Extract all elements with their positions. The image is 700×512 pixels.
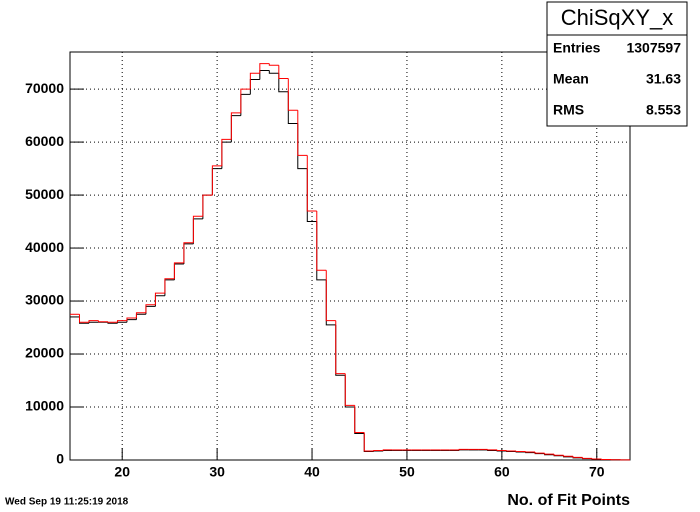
histogram-bin (591, 458, 602, 460)
histogram-bin (173, 262, 184, 279)
stats-value: 1307597 (626, 40, 681, 56)
histogram-bin (363, 432, 374, 452)
stats-label: Mean (553, 71, 589, 87)
plot (70, 52, 630, 461)
histogram-bin (572, 456, 583, 458)
histogram-bin (145, 304, 156, 313)
histogram-bin (496, 449, 507, 451)
histogram-bin (78, 314, 89, 323)
stats-title: ChiSqXY_x (561, 5, 674, 30)
histogram-bin (458, 449, 469, 451)
x-tick-label: 20 (114, 464, 130, 480)
stats-label: Entries (553, 40, 601, 56)
histogram-bin (88, 320, 99, 323)
histogram-bin (553, 454, 564, 456)
histogram-bin (259, 63, 270, 74)
histogram-bin (268, 70, 279, 74)
x-tick-label: 50 (399, 464, 415, 480)
histogram-bin (344, 373, 355, 406)
histogram-bin (164, 278, 175, 294)
histogram-bin (211, 165, 222, 196)
histogram-bin (373, 449, 384, 451)
histogram-bin (325, 270, 336, 322)
histogram-bin (116, 321, 127, 324)
histogram-bin (249, 72, 260, 90)
histogram-bin (135, 312, 146, 318)
y-tick-label: 40000 (25, 239, 64, 255)
histogram-bin (154, 292, 165, 305)
histogram-bin (97, 320, 108, 323)
histogram-bin (382, 449, 393, 451)
histogram-bin (116, 320, 127, 323)
histogram-bin (230, 112, 241, 140)
histogram-bin (221, 138, 232, 166)
histogram-bin (183, 242, 194, 263)
histogram-bin (534, 452, 545, 454)
histogram-bin (268, 63, 279, 66)
stats-value: 8.553 (646, 102, 681, 118)
histogram-bin (382, 449, 393, 451)
histogram-bin (278, 65, 289, 79)
x-tick-label: 70 (589, 464, 605, 480)
stats-label: RMS (553, 102, 584, 118)
histogram-bin (278, 73, 289, 93)
histogram-bin (563, 455, 574, 457)
histogram-bin (525, 451, 536, 453)
y-tick-label: 60000 (25, 133, 64, 149)
histogram-bin (515, 450, 526, 453)
y-tick-label: 20000 (25, 345, 64, 361)
histogram-bin (544, 453, 555, 455)
histogram-bin (126, 317, 137, 321)
x-axis-label: No. of Fit Points (507, 492, 630, 509)
histogram-bin (107, 321, 118, 323)
stats-value: 31.63 (646, 71, 681, 87)
histogram-bin (316, 210, 327, 271)
x-tick-label: 30 (209, 464, 225, 480)
histogram-bin (192, 215, 203, 243)
histogram-bin (335, 320, 346, 375)
date: Wed Sep 19 11:25:19 2018 (5, 497, 129, 508)
histogram-bin (354, 405, 365, 433)
histogram-bin (297, 110, 308, 156)
x-tick-label: 60 (494, 464, 510, 480)
y-tick-label: 50000 (25, 186, 64, 202)
histogram-bin (373, 450, 384, 452)
histogram-bin (240, 88, 251, 113)
y-tick-label: 70000 (25, 80, 64, 96)
histogram-bin (287, 78, 298, 111)
histogram-bin (202, 194, 213, 217)
y-tick-label: 0 (56, 451, 64, 467)
histogram-bin (458, 448, 469, 450)
x-tick-label: 40 (304, 464, 320, 480)
histogram-bin (506, 450, 517, 452)
y-tick-label: 10000 (25, 398, 64, 414)
histogram-bin (487, 449, 498, 451)
y-tick-label: 30000 (25, 292, 64, 308)
stats-box (546, 1, 688, 127)
histogram-bin (306, 155, 317, 212)
histogram-bin (582, 457, 593, 459)
